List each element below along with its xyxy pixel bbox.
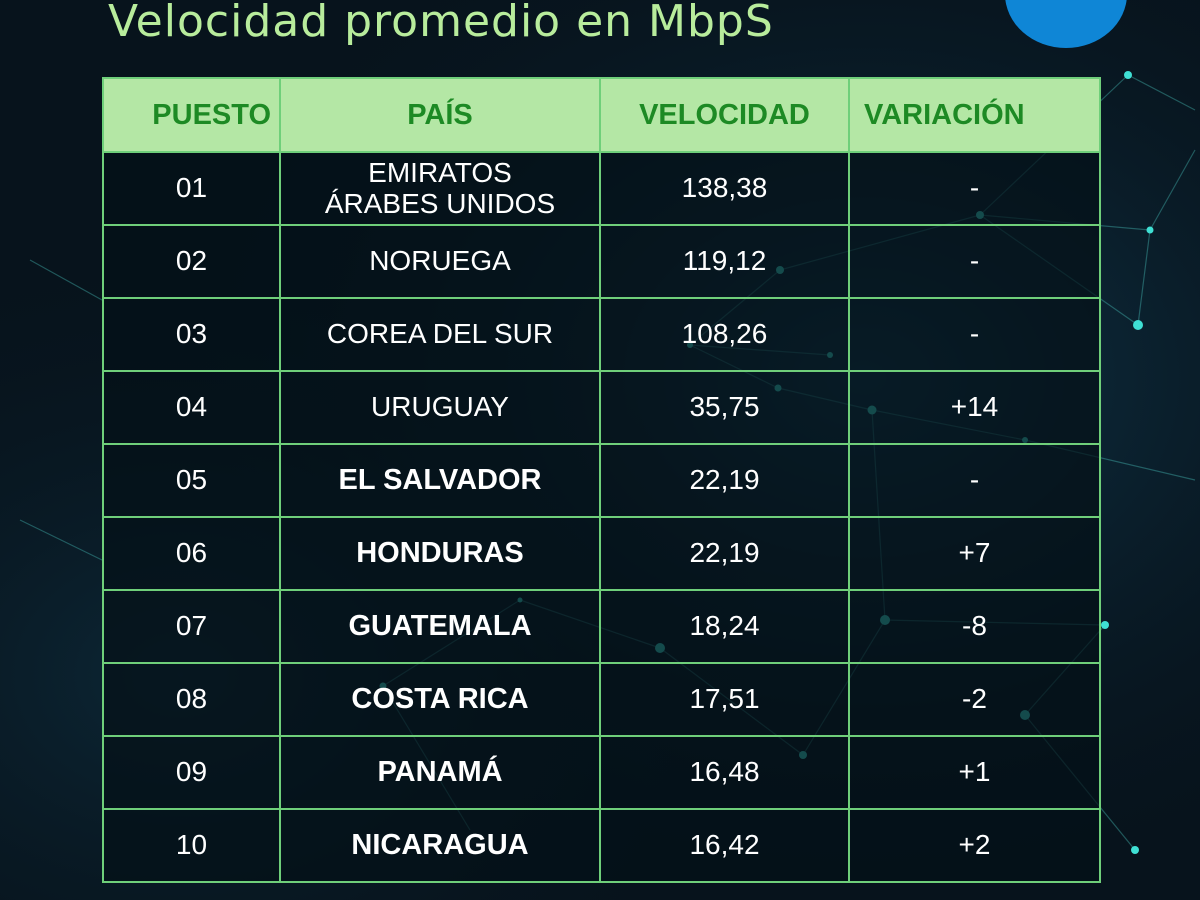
- change-cell: -8: [848, 589, 1101, 664]
- speed-cell: 119,12: [599, 224, 850, 299]
- country-cell: PANAMÁ: [279, 735, 601, 810]
- table-row: 06 HONDURAS 22,19 +7: [102, 516, 1101, 591]
- table-row: 02 NORUEGA 119,12-: [102, 224, 1101, 299]
- rank-cell: 06: [102, 516, 281, 591]
- country-cell: EL SALVADOR: [279, 443, 601, 518]
- country-cell: COREA DEL SUR: [279, 297, 601, 372]
- speed-cell: 108,26: [599, 297, 850, 372]
- table-header-row: PUESTO PAÍS VELOCIDAD VARIACIÓN: [102, 77, 1101, 153]
- change-cell: -: [848, 297, 1101, 372]
- table-row: 09 PANAMÁ 16,48 +1: [102, 735, 1101, 810]
- header-change: VARIACIÓN: [848, 77, 1101, 153]
- rank-cell: 04: [102, 370, 281, 445]
- speed-cell: 22,19: [599, 443, 850, 518]
- country-cell: COSTA RICA: [279, 662, 601, 737]
- speed-cell: 138,38: [599, 151, 850, 226]
- table-row: 07 GUATEMALA 18,24 -8: [102, 589, 1101, 664]
- change-cell: -2: [848, 662, 1101, 737]
- header-rank: PUESTO: [102, 77, 281, 153]
- table-row: 01 EMIRATOS ÁRABES UNIDOS 138,38-: [102, 151, 1101, 226]
- country-cell: EMIRATOS ÁRABES UNIDOS: [279, 151, 601, 226]
- country-cell: NORUEGA: [279, 224, 601, 299]
- rank-cell: 07: [102, 589, 281, 664]
- page-title: Velocidad promedio en MbpS: [108, 0, 774, 47]
- header-country: PAÍS: [279, 77, 601, 153]
- country-cell: GUATEMALA: [279, 589, 601, 664]
- speed-cell: 22,19: [599, 516, 850, 591]
- speed-cell: 17,51: [599, 662, 850, 737]
- table-row: 03 COREA DEL SUR 108,26-: [102, 297, 1101, 372]
- header-speed: VELOCIDAD: [599, 77, 850, 153]
- change-cell: +1: [848, 735, 1101, 810]
- country-cell: NICARAGUA: [279, 808, 601, 883]
- rank-cell: 08: [102, 662, 281, 737]
- table-row: 05 EL SALVADOR 22,19-: [102, 443, 1101, 518]
- change-cell: +2: [848, 808, 1101, 883]
- speed-cell: 18,24: [599, 589, 850, 664]
- rank-cell: 01: [102, 151, 281, 226]
- country-cell: HONDURAS: [279, 516, 601, 591]
- speed-cell: 35,75: [599, 370, 850, 445]
- rank-cell: 02: [102, 224, 281, 299]
- rank-cell: 03: [102, 297, 281, 372]
- change-cell: -: [848, 224, 1101, 299]
- rank-cell: 05: [102, 443, 281, 518]
- table-row: 08 COSTA RICA 17,51 -2: [102, 662, 1101, 737]
- table-row: 10 NICARAGUA 16,42 +2: [102, 808, 1101, 883]
- rank-cell: 10: [102, 808, 281, 883]
- change-cell: -: [848, 443, 1101, 518]
- country-cell: URUGUAY: [279, 370, 601, 445]
- change-cell: +7: [848, 516, 1101, 591]
- rank-cell: 09: [102, 735, 281, 810]
- speed-cell: 16,42: [599, 808, 850, 883]
- speed-ranking-table: PUESTO PAÍS VELOCIDAD VARIACIÓN 01 EMIRAT…: [102, 77, 1101, 883]
- table-row: 04 URUGUAY 35,75 +14: [102, 370, 1101, 445]
- change-cell: +14: [848, 370, 1101, 445]
- change-cell: -: [848, 151, 1101, 226]
- speed-cell: 16,48: [599, 735, 850, 810]
